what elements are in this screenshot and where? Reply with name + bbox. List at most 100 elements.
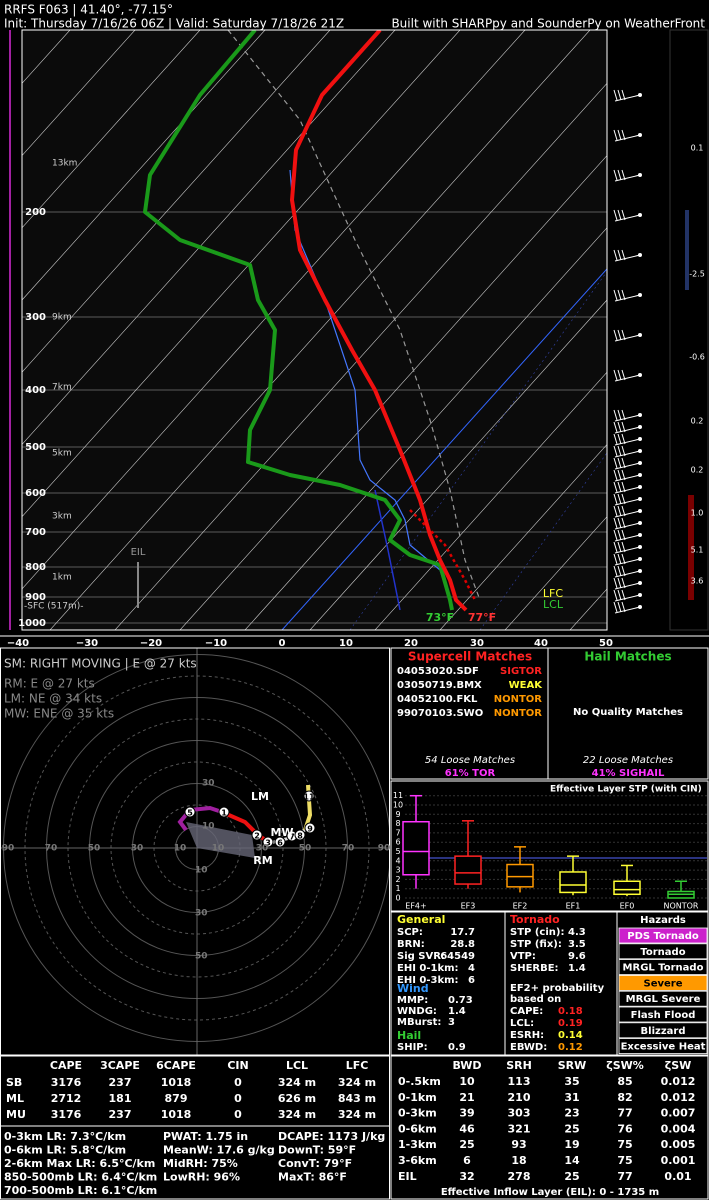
label: 3 [448,1017,455,1028]
omega-label: 0.2 [691,466,704,475]
label: DownT: 59°F [278,1144,356,1157]
skewt-area [22,30,607,630]
pressure-label: 600 [25,488,46,499]
label: 0.004 [661,1122,696,1135]
barb-dot [638,581,642,585]
barb-staff [614,134,641,142]
label: 6 [468,975,475,986]
storm-marker: RM [253,854,272,867]
ring-label: 30 [202,779,215,789]
label: 25 [564,1170,579,1183]
label: 41% SIGHAIL [592,768,665,779]
label: EHI 0-1km: [397,963,459,974]
label: CIN [227,1059,248,1072]
isotherm [504,516,607,630]
label: 9.6 [568,951,586,962]
label: Hail Matches [584,650,671,664]
label: 0-1km [398,1091,437,1104]
label: MeanW: 17.6 g/kg [163,1144,275,1157]
omega-label: -2.5 [689,270,705,279]
label: 39 [459,1107,474,1120]
pressure-label: 700 [25,527,46,538]
label: 77 [617,1170,632,1183]
stp-tick: 8 [395,819,400,828]
label: Effective Layer STP (with CIN) [550,785,702,795]
barb-staff [614,450,641,458]
height-label: 13km [52,159,77,169]
label: 843 m [338,1092,376,1105]
label: 14 [564,1154,580,1167]
label: 0.012 [661,1091,696,1104]
barb-dot [638,497,642,501]
label: 1-3km [398,1138,437,1151]
label: 1018 [161,1076,192,1089]
barb-flag [613,517,618,529]
label: SIGTOR [500,666,542,677]
height-label: 3km [52,512,72,522]
label: 324 m [278,1076,316,1089]
label: 0.001 [661,1154,696,1167]
barb-staff [614,510,641,518]
stp-tick: 4 [395,856,400,865]
omega-label: 0.1 [691,144,704,153]
label: SRH [506,1059,532,1072]
barb-dot [638,509,642,513]
barb-flag [621,209,626,221]
ring-label: 50 [88,844,101,854]
hazard-item: Excessive Heat [621,1042,706,1053]
ring-label: 10 [202,822,215,832]
barb-flag [621,445,626,457]
label: 93 [511,1138,526,1151]
barb-flag [617,249,622,261]
barb-dot [638,213,642,217]
barb-dot [638,461,642,465]
label: 61% TOR [445,768,496,779]
ring-label: 50 [195,952,208,962]
barb-dot [638,133,642,137]
barb-flag [621,89,626,101]
hodo-point [304,822,316,834]
ring-label: 70 [45,844,58,854]
barb-dot [638,437,642,441]
hail-box [547,647,709,780]
isotherm [179,155,607,630]
label: LowRH: 96% [163,1171,240,1184]
hazard-cell [618,943,708,960]
barb-flag [613,129,618,141]
barb-flag [621,329,626,341]
label: SB [6,1076,22,1089]
label: LM: NE @ 34 kts [4,692,102,706]
omega-label: -0.6 [689,353,705,362]
stp-tick: 9 [395,810,400,819]
label: 18 [511,1154,526,1167]
barb-flag [617,481,622,493]
barb-flag [617,445,622,457]
barb-flag [613,469,618,481]
label: 19 [564,1138,579,1151]
hazard-cell [618,1022,708,1039]
label: LCL: [510,1018,534,1029]
wind-barbs [613,89,642,614]
barb-flag [613,369,618,381]
barb-flag [621,565,626,577]
hazard-item: MRGL Tornado [623,963,704,974]
barb-staff [614,498,641,506]
isotherm [309,299,607,630]
barb-staff [614,374,641,382]
label: General [397,913,445,926]
barb-staff [614,486,641,494]
barb-dot [638,413,642,417]
hazard-item: Severe [644,978,683,989]
label: 31 [564,1091,579,1104]
label: LFC [543,587,563,600]
barb-flag [621,409,626,421]
hazard-cell [618,990,708,1007]
barb-dot [638,557,642,561]
stp-plot [402,794,707,899]
label: Effective Inflow Layer (EIL): 0 - 1735 m [441,1187,659,1198]
label: 0.73 [448,995,473,1006]
temperature-label: 30 [470,638,484,649]
stp-category: EF4+ [405,902,426,911]
virtual-temperature [409,509,477,601]
label: DCAPE: 1173 J/kg [278,1130,385,1143]
